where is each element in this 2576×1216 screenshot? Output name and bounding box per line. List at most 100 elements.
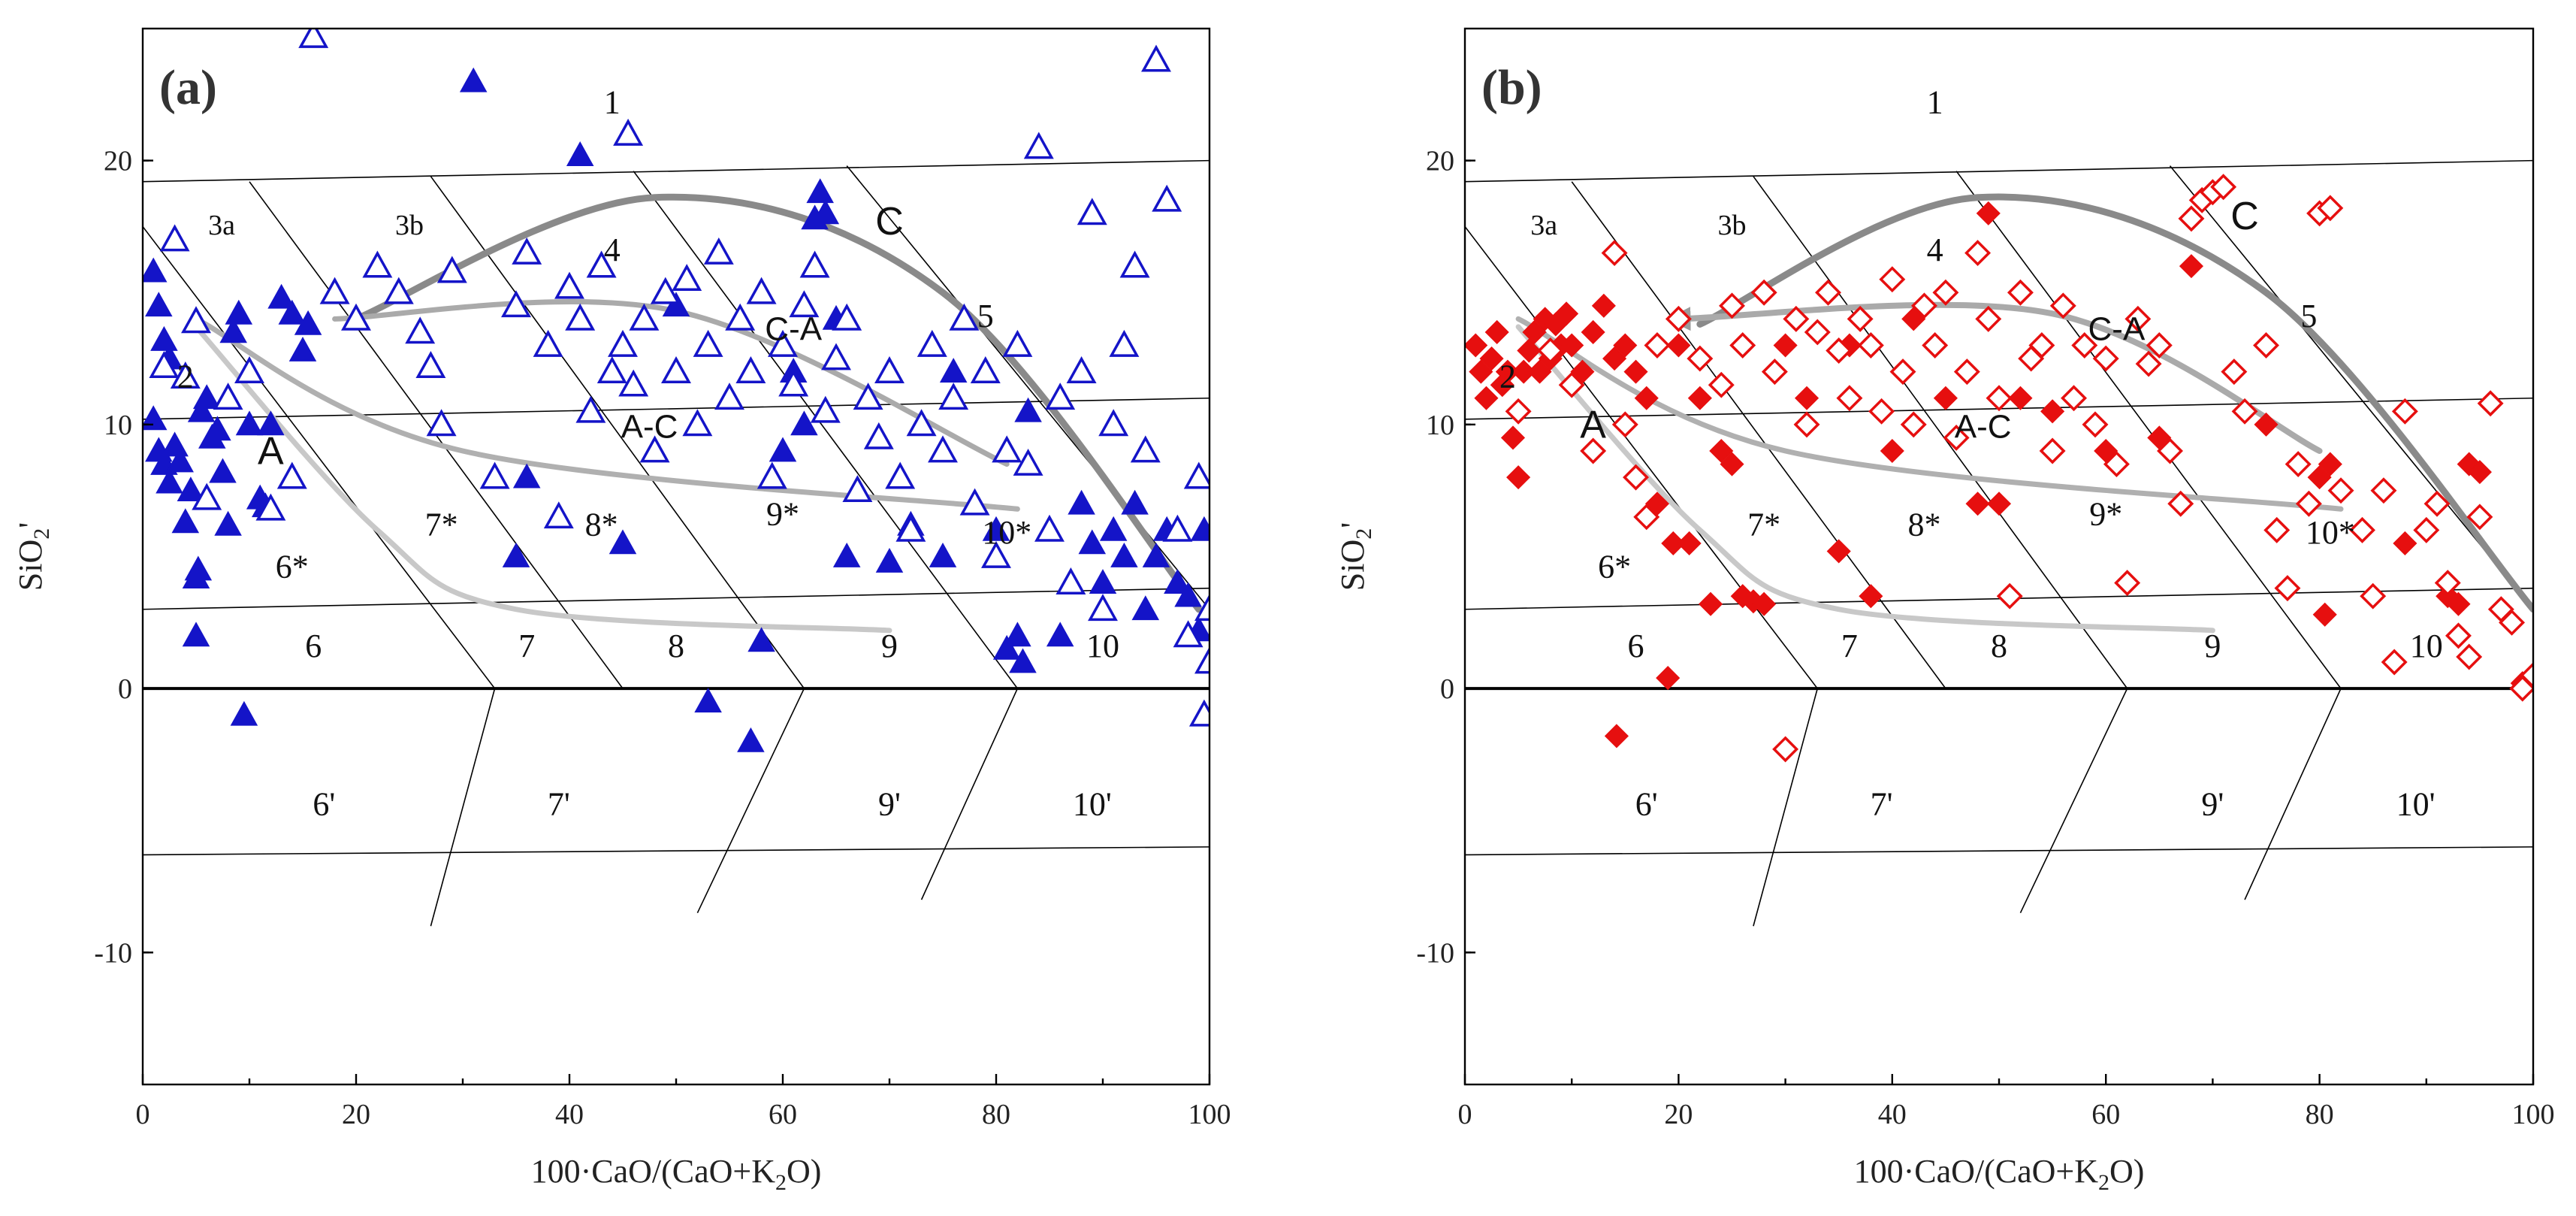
data-point [2349,516,2375,543]
data-point [1190,516,1209,541]
data-point [1505,398,1532,425]
data-point [928,435,958,463]
field-boundary-line [1465,587,2533,610]
data-point [1142,542,1170,567]
data-point [1996,582,2023,610]
data-point [1932,279,1959,306]
data-point [192,384,221,410]
data-point [166,447,194,473]
data-point [714,383,744,410]
series-open-diamond [1505,174,2533,763]
y-axis-title: SiO2' [12,522,54,591]
data-point [2285,451,2312,478]
field-label: 8 [1991,628,2007,664]
y-tick-label: 10 [104,410,132,441]
data-point [769,437,797,462]
data-point [2391,398,2418,425]
data-point [810,395,841,423]
data-point [1729,332,1756,358]
field-label: 2 [1499,358,1516,395]
x-axis-title: 100·CaO/(CaO+K2O) [531,1153,822,1195]
data-point [2318,452,2342,476]
data-point [192,482,222,510]
data-point [161,431,189,457]
data-point [1009,648,1037,673]
field-label: 4 [604,231,621,268]
data-point [1633,504,1660,531]
field-label: 3a [208,210,235,241]
data-point [1068,489,1095,515]
data-point [257,410,285,436]
data-point [938,383,969,410]
data-point [177,476,205,502]
data-point [2413,516,2440,543]
data-point [672,264,702,292]
data-point [811,199,840,225]
data-point [806,178,834,204]
data-point [143,405,168,431]
data-point [1698,591,1723,616]
data-point [790,410,818,436]
field-label: 4 [1927,231,1943,268]
data-point [150,325,178,351]
field-label: 9* [2089,495,2122,532]
data-point [1537,337,1564,364]
data-point [939,358,968,383]
data-point [2263,516,2291,543]
data-point [1976,201,2001,225]
data-point [1857,332,1884,358]
data-point [1750,279,1777,306]
field-label: 9 [2204,628,2221,664]
data-point [2114,570,2141,597]
data-point [383,277,414,304]
data-point [2477,390,2504,417]
data-point [2179,254,2204,279]
data-point [693,329,723,357]
data-point [2456,643,2483,670]
data-point [276,461,307,489]
data-point [204,416,231,441]
data-point [2231,398,2258,425]
data-point [609,529,637,555]
data-point [1783,305,1810,332]
data-point [187,397,216,422]
data-point [255,493,286,521]
field-label: 7* [1747,506,1780,543]
data-point [1591,293,1616,318]
data-point [992,634,1021,660]
data-point [1506,465,1531,490]
data-point [1174,582,1202,607]
data-point [970,356,1001,383]
data-point [1109,329,1140,357]
field-label: 6' [313,786,335,823]
data-point [725,303,756,331]
field-label: 7' [548,786,570,823]
data-point [1730,584,1755,609]
field-label: 2 [177,358,194,395]
field-label: 6 [305,628,322,664]
data-point [1634,386,1659,410]
data-point [906,409,937,437]
data-point [1055,567,1086,594]
data-point [225,299,253,325]
data-point [613,118,644,146]
data-point [650,277,681,304]
data-point [1665,305,1692,332]
data-point [2008,386,2033,410]
data-point [1677,531,1702,555]
data-point [1687,345,1714,372]
data-point [1527,359,1552,384]
data-point [1558,371,1585,398]
data-point [618,369,649,397]
data-point [1761,358,1788,386]
data-point [661,356,691,383]
field-boundary-line [143,397,1209,420]
data-point [747,627,775,652]
data-point [2254,412,2279,437]
data-point [341,303,371,331]
data-point [1066,356,1097,383]
data-point [1613,333,1638,358]
field-label: 6' [1635,786,1658,823]
data-point [1110,542,1138,567]
